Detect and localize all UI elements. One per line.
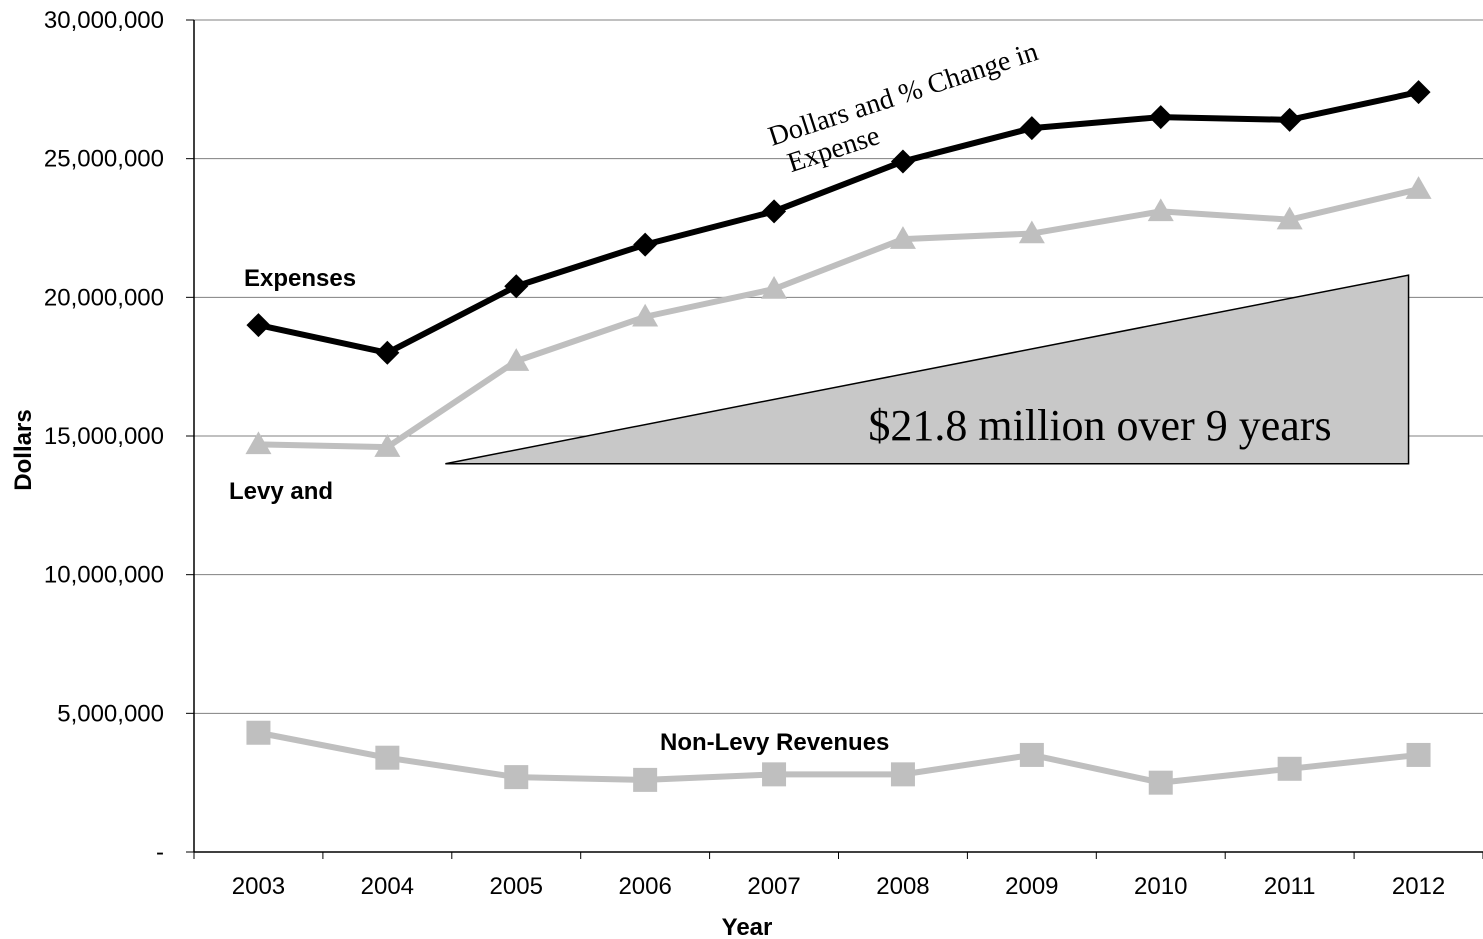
data-point: [1277, 756, 1302, 781]
x-tick-label: 2003: [232, 873, 285, 900]
x-tick-label: 2006: [618, 873, 671, 900]
x-tick-label: 2010: [1134, 873, 1187, 900]
series-line: [257, 89, 1420, 356]
x-axis-title: Year: [722, 914, 773, 939]
x-tick-label: 2012: [1392, 873, 1445, 900]
growth-wedge-group: [445, 274, 1410, 465]
data-point: [1019, 742, 1044, 767]
data-point: [375, 340, 400, 365]
data-point: [761, 276, 788, 299]
data-point: [245, 431, 272, 455]
data-point: [503, 348, 530, 371]
series-line: [257, 729, 1419, 786]
data-point: [1406, 80, 1431, 105]
data-point: [1277, 107, 1302, 132]
x-tick-label: 2004: [361, 873, 414, 900]
y-tick-label: 20,000,000: [44, 284, 164, 311]
data-point: [1019, 116, 1044, 141]
series-label-levy: Levy and: [229, 478, 333, 505]
series: [245, 80, 1432, 795]
y-tick-label: -: [156, 839, 164, 866]
y-tick-label: 5,000,000: [57, 700, 164, 727]
x-tick-label: 2007: [747, 873, 800, 900]
data-point: [504, 765, 529, 790]
series-label-expenses: Expenses: [244, 265, 356, 292]
x-tick-label: 2011: [1264, 873, 1316, 900]
data-point: [1147, 198, 1174, 222]
data-point: [374, 434, 401, 457]
y-tick-label: 10,000,000: [44, 562, 164, 589]
data-point: [1406, 742, 1431, 767]
data-point: [889, 226, 916, 249]
x-tick-label: 2009: [1005, 873, 1058, 900]
growth-wedge: [445, 274, 1410, 465]
labels: Year Dollars Expenses Levy and Non-Levy …: [10, 36, 1332, 939]
data-point: [1148, 770, 1173, 795]
y-tick-label: 15,000,000: [44, 423, 164, 450]
y-tick-label: 25,000,000: [44, 146, 164, 173]
data-point: [633, 232, 658, 257]
data-point: [1405, 176, 1432, 199]
axes: - 5,000,000 10,000,000 15,000,000 20,000,000…: [44, 7, 1483, 900]
series-label-non-levy: Non-Levy Revenues: [660, 729, 889, 756]
data-point: [1276, 206, 1303, 230]
series-line: [258, 186, 1420, 451]
data-point: [504, 274, 529, 299]
y-tick-label: 30,000,000: [44, 7, 164, 34]
growth-note: $21.8 million over 9 years: [868, 401, 1331, 450]
data-point: [890, 762, 915, 787]
data-point: [375, 745, 400, 770]
data-point: [1018, 220, 1045, 244]
data-point: [632, 303, 659, 327]
data-point: [762, 762, 787, 787]
data-point: [1148, 105, 1173, 130]
y-axis-title: Dollars: [10, 409, 37, 490]
x-tick-label: 2008: [876, 873, 929, 900]
data-point: [633, 767, 658, 792]
data-point: [246, 720, 271, 745]
data-point: [890, 149, 915, 174]
x-tick-label: 2005: [490, 873, 543, 900]
data-point: [246, 313, 271, 338]
data-point: [762, 199, 787, 224]
